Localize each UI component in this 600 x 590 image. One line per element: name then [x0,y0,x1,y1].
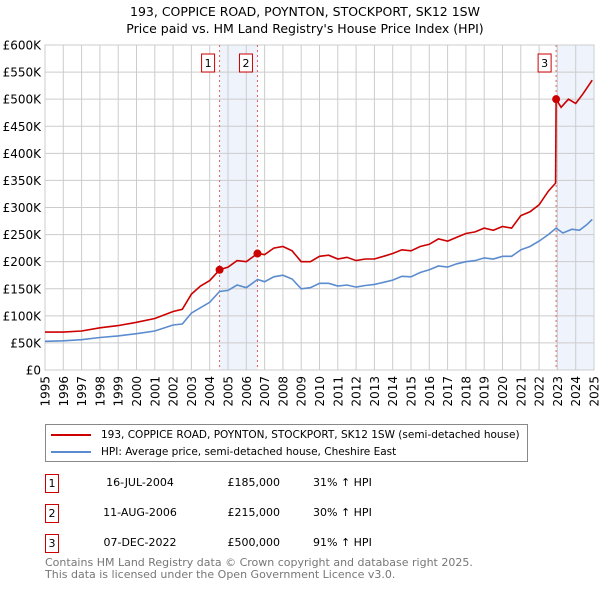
legend-label: HPI: Average price, semi-detached house,… [101,446,397,458]
x-tick-label: 1996 [57,376,71,407]
y-tick-label: £50K [10,336,42,350]
sale-label: 3 [541,57,548,70]
x-tick-label: 2008 [276,376,290,407]
x-tick-label: 2022 [533,376,547,407]
y-tick-label: £200K [3,255,43,269]
sale-date: 07-DEC-2022 [103,536,177,549]
x-tick-label: 2013 [368,376,382,407]
price-chart: 193, COPPICE ROAD, POYNTON, STOCKPORT, S… [3,4,600,407]
x-tick-label: 2001 [148,376,162,407]
x-tick-label: 2011 [331,376,345,407]
sale-label: 1 [205,57,212,70]
legend-label: 193, COPPICE ROAD, POYNTON, STOCKPORT, S… [101,429,520,441]
x-tick-label: 1998 [93,376,107,407]
x-tick-label: 2010 [313,376,327,407]
y-tick-label: £0 [26,364,41,378]
x-tick-label: 1999 [112,376,126,407]
sale-label-box [201,53,216,73]
sale-row: 3 07-DEC-2022 £500,000 91% ↑ HPI [45,534,445,554]
chart-subtitle: Price paid vs. HM Land Registry's House … [126,21,483,36]
x-tick-label: 1995 [39,376,53,407]
y-tick-label: £550K [3,66,43,80]
x-tick-label: 2021 [514,376,528,407]
footer-line: Contains HM Land Registry data © Crown c… [45,556,473,569]
sale-row: 2 11-AUG-2006 £215,000 30% ↑ HPI [45,504,445,524]
x-tick-label: 2009 [295,376,309,407]
sale-number: 2 [45,504,59,523]
series-line [44,218,593,343]
y-tick-label: £300K [3,201,43,215]
x-tick-label: 1997 [75,376,89,407]
y-tick-label: £350K [3,174,43,188]
x-tick-label: 2004 [203,376,217,407]
legend: 193, COPPICE ROAD, POYNTON, STOCKPORT, S… [45,424,528,462]
legend-swatch [51,451,91,453]
x-tick-label: 2018 [459,376,473,407]
x-tick-label: 2002 [167,376,181,407]
sale-row: 1 16-JUL-2004 £185,000 31% ↑ HPI [45,474,445,494]
sale-hpi: 91% ↑ HPI [313,536,372,549]
sale-label-box [238,53,253,73]
x-tick-label: 2007 [258,376,272,407]
series-line [45,79,593,333]
y-tick-label: £150K [3,282,43,296]
legend-item-property: 193, COPPICE ROAD, POYNTON, STOCKPORT, S… [51,427,520,443]
sale-number: 3 [45,534,59,553]
sale-date: 16-JUL-2004 [106,476,174,489]
y-tick-label: £450K [3,120,43,134]
sale-point [253,249,262,258]
sale-hpi: 30% ↑ HPI [313,506,372,519]
x-tick-label: 2017 [441,376,455,407]
x-tick-label: 2003 [185,376,199,407]
sale-price: £215,000 [227,506,281,519]
sale-label-box [537,53,552,73]
y-tick-label: £100K [3,309,43,323]
x-tick-label: 2005 [222,376,236,407]
y-tick-label: £250K [3,228,43,242]
sale-point [552,95,561,104]
x-tick-label: 2016 [423,376,437,407]
legend-item-hpi: HPI: Average price, semi-detached house,… [51,444,396,460]
x-tick-label: 2015 [405,376,419,407]
y-tick-label: £500K [3,93,43,107]
footer-line: This data is licensed under the Open Gov… [45,568,396,581]
legend-swatch [51,434,91,436]
x-tick-label: 2000 [130,376,144,407]
x-tick-label: 2019 [478,376,492,407]
sale-date: 11-AUG-2006 [103,506,177,519]
y-tick-label: £600K [3,39,43,53]
sale-label: 2 [242,57,249,70]
x-tick-label: 2012 [350,376,364,407]
x-tick-label: 2020 [496,376,510,407]
x-tick-label: 2014 [386,376,400,407]
plot-frame [44,44,595,371]
y-tick-label: £400K [3,147,43,161]
footer: Contains HM Land Registry data © Crown c… [45,557,473,581]
sale-price: £500,000 [227,536,281,549]
sale-hpi: 31% ↑ HPI [313,476,372,489]
sale-number: 1 [45,474,59,493]
x-tick-label: 2006 [240,376,254,407]
sale-price: £185,000 [227,476,281,489]
chart-title: 193, COPPICE ROAD, POYNTON, STOCKPORT, S… [130,4,480,19]
x-tick-label: 2025 [588,376,600,407]
x-tick-label: 2024 [569,376,583,407]
x-tick-label: 2023 [551,376,565,407]
sale-point [215,265,224,274]
